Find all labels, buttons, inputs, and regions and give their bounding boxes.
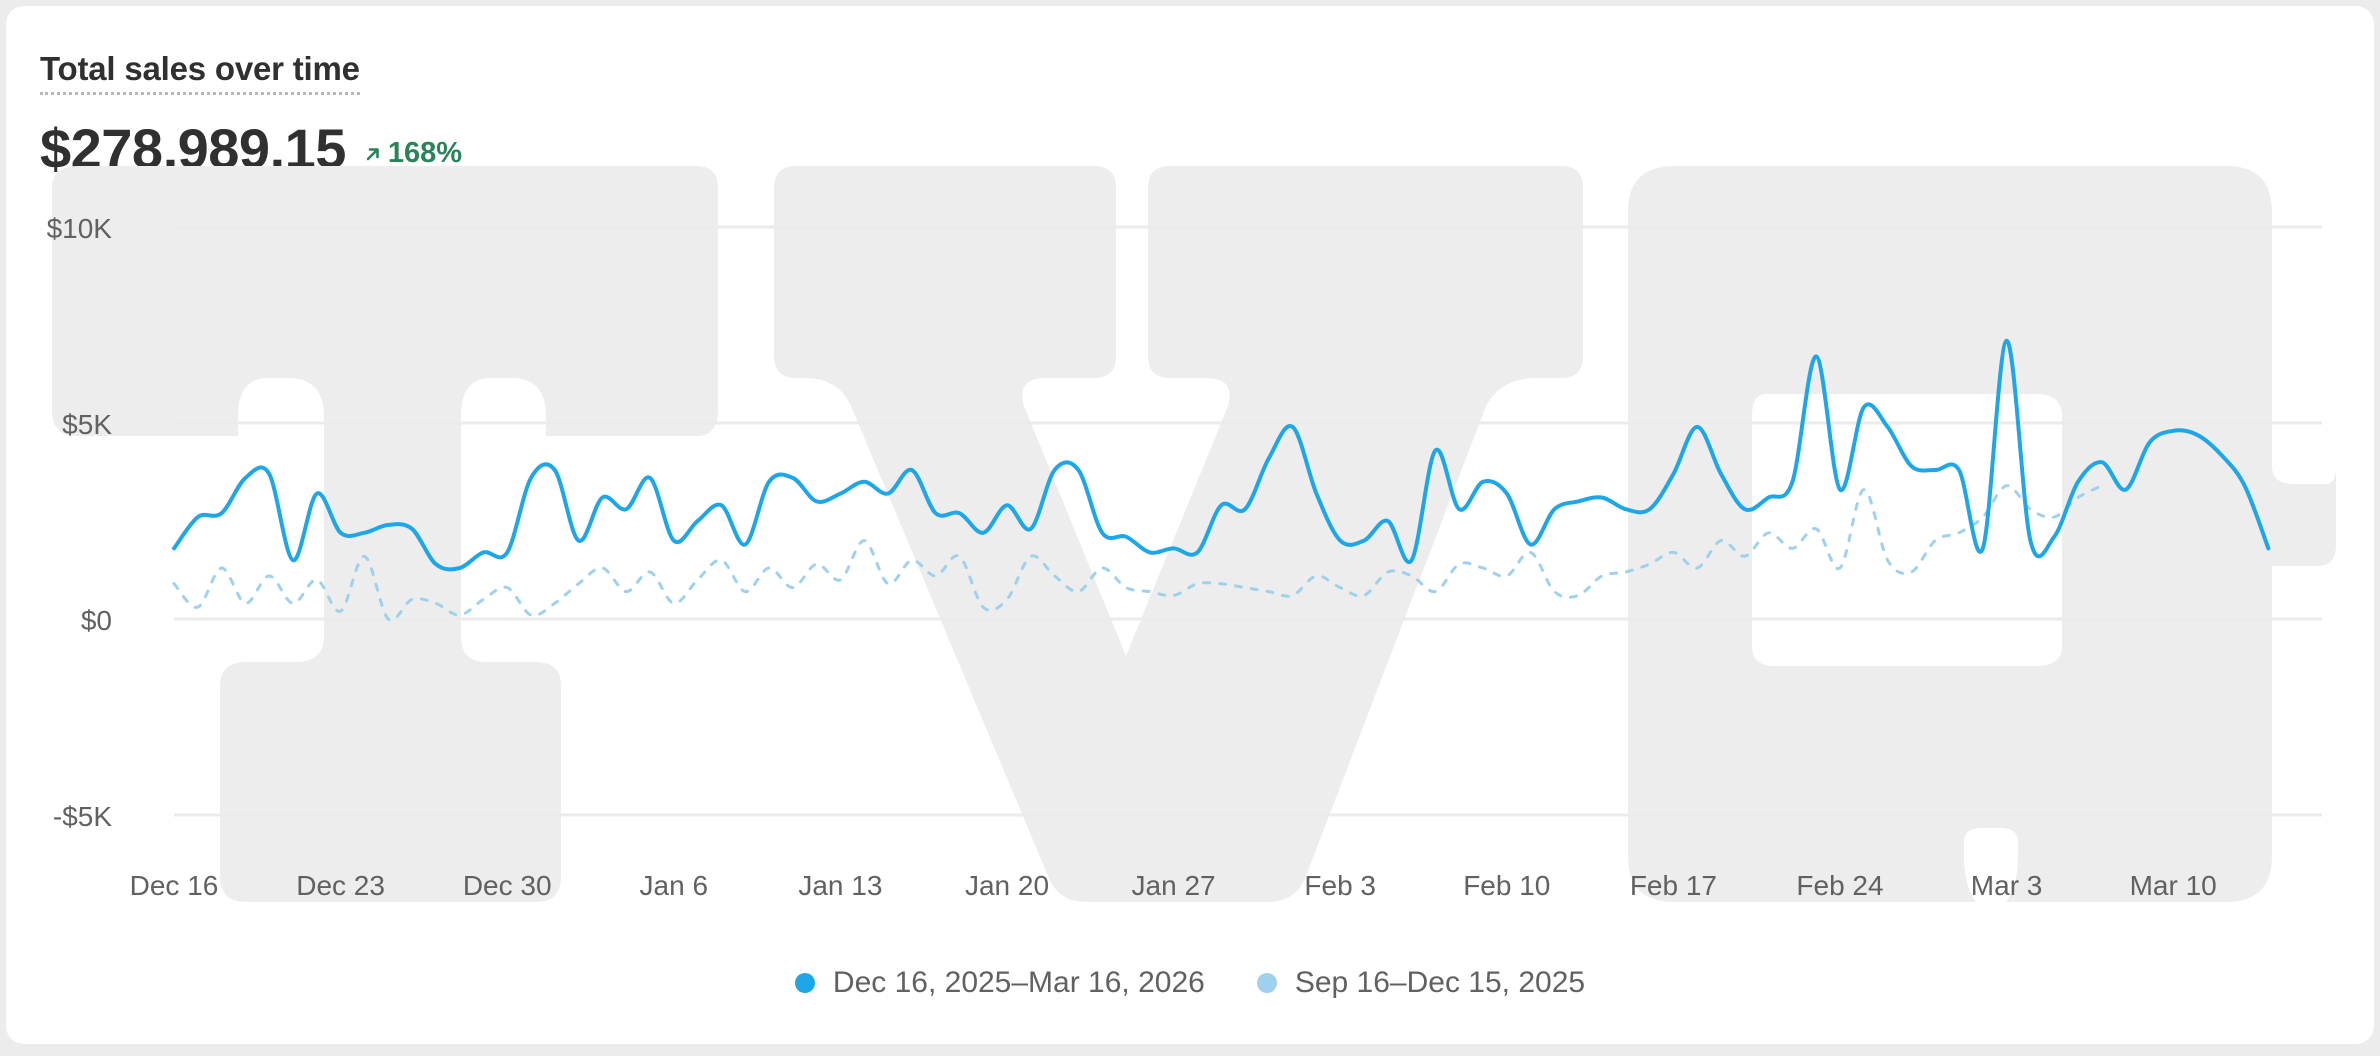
x-tick-label: Jan 6 <box>640 870 709 901</box>
x-tick-label: Jan 13 <box>798 870 882 901</box>
legend-previous-label: Sep 16–Dec 15, 2025 <box>1294 966 1586 999</box>
x-tick-label: Dec 16 <box>130 870 219 901</box>
legend-current-label: Dec 16, 2025–Mar 16, 2026 <box>832 966 1205 999</box>
legend-previous-dot <box>1256 973 1277 993</box>
x-tick-label: Feb 17 <box>1630 870 1717 901</box>
grid-lines <box>174 225 2322 817</box>
x-tick-label: Feb 10 <box>1463 870 1550 901</box>
change-percent: 168% <box>387 137 463 169</box>
legend-item-current[interactable]: Dec 16, 2025–Mar 16, 2026 <box>794 966 1205 1000</box>
x-tick-label: Feb 24 <box>1796 870 1883 901</box>
x-tick-label: Mar 3 <box>1971 870 2043 901</box>
x-tick-label: Jan 27 <box>1132 870 1216 901</box>
y-tick-label: -$5K <box>53 801 112 832</box>
tvc-watermark-logo <box>52 166 2336 902</box>
sales-chart-card: Total sales over time $278,989.15 168% $… <box>6 6 2374 1044</box>
x-tick-label: Dec 23 <box>296 870 385 901</box>
y-axis-ticks: $10K $5K $0 -$5K <box>47 213 113 832</box>
legend: Dec 16, 2025–Mar 16, 2026 Sep 16–Dec 15,… <box>6 966 2374 1000</box>
line-chart: $10K $5K $0 -$5K Dec 16 Dec 23 Dec 30 Jan 6 Jan… <box>47 166 2336 902</box>
legend-current-dot <box>794 973 815 993</box>
y-tick-label: $0 <box>81 605 112 636</box>
change-badge: 168% <box>364 137 462 170</box>
series-lines <box>172 338 2271 622</box>
series-line-current[interactable] <box>172 338 2271 572</box>
x-tick-label: Dec 30 <box>463 870 552 901</box>
x-tick-label: Mar 10 <box>2130 870 2217 901</box>
chart-title[interactable]: Total sales over time <box>40 50 360 95</box>
x-tick-label: Jan 20 <box>965 870 1049 901</box>
y-tick-label: $10K <box>47 213 113 244</box>
x-axis-ticks: Dec 16 Dec 23 Dec 30 Jan 6 Jan 13 Jan 20 Jan 2… <box>130 870 2217 901</box>
series-line-previous[interactable] <box>172 484 2104 622</box>
arrow-up-right-icon <box>366 147 379 160</box>
x-tick-label: Feb 3 <box>1304 870 1376 901</box>
legend-item-previous[interactable]: Sep 16–Dec 15, 2025 <box>1256 966 1586 1000</box>
y-tick-label: $5K <box>62 409 112 440</box>
